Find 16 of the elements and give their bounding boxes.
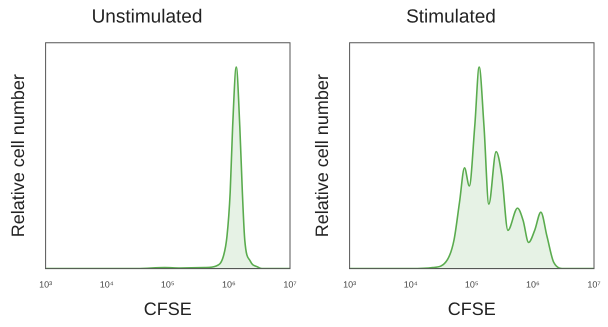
x-axis-title: CFSE: [448, 299, 496, 320]
chart-title: Stimulated: [406, 6, 496, 28]
x-tick-label: 10³: [343, 279, 356, 290]
x-tick-label: 10⁴: [100, 279, 114, 290]
x-tick-label: 10⁴: [404, 279, 418, 290]
x-tick-label: 10³: [39, 279, 52, 290]
x-tick-label: 10⁶: [526, 279, 540, 290]
x-tick-label: 10⁷: [587, 279, 601, 290]
x-axis-title: CFSE: [144, 299, 192, 320]
x-tick-label: 10⁶: [222, 279, 236, 290]
x-tick-label: 10⁵: [464, 279, 479, 290]
y-axis-title: Relative cell number: [312, 74, 332, 238]
x-tick-label: 10⁷: [283, 279, 297, 290]
y-axis-title: Relative cell number: [8, 74, 28, 238]
x-tick-label: 10⁵: [160, 279, 175, 290]
chart-title: Unstimulated: [92, 6, 202, 28]
